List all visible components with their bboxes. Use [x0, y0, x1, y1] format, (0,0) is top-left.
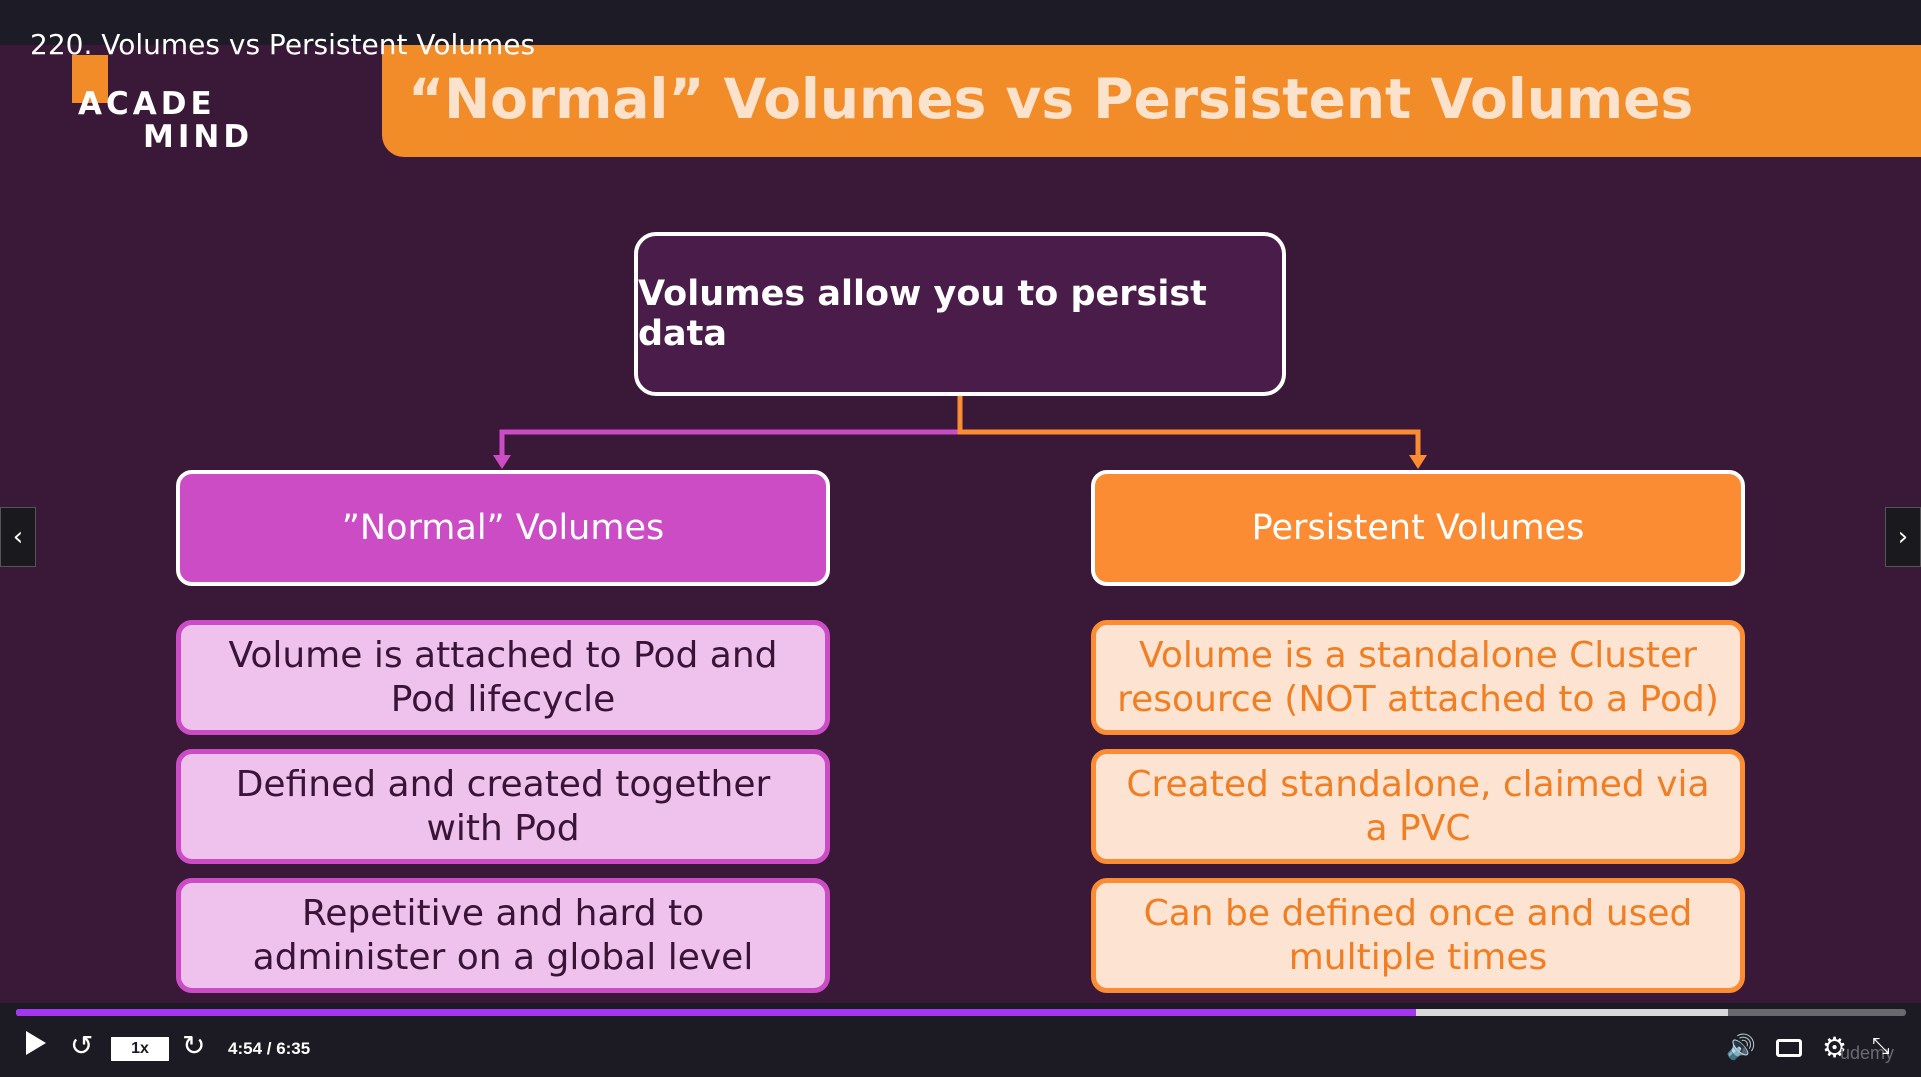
persistent-item-1: Volume is a standalone Cluster resource … — [1091, 620, 1745, 735]
next-lecture-button[interactable]: › — [1885, 507, 1921, 567]
rewind-icon[interactable]: ↺ — [70, 1030, 94, 1061]
persistent-item-3: Can be defined once and used multiple ti… — [1091, 878, 1745, 993]
lecture-title: 220. Volumes vs Persistent Volumes — [30, 28, 536, 61]
volume-icon[interactable]: 🔊 — [1726, 1034, 1756, 1061]
play-icon[interactable] — [26, 1031, 46, 1055]
root-box: Volumes allow you to persist data — [634, 232, 1286, 396]
persistent-item-2: Created standalone, claimed via a PVC — [1091, 749, 1745, 864]
progress-played — [16, 1009, 1417, 1016]
previous-lecture-button[interactable]: ‹ — [0, 507, 36, 567]
slide: ACADE MIND “Normal” Volumes vs Persisten… — [0, 45, 1921, 1010]
logo-text-bottom: MIND — [143, 119, 254, 155]
arrowhead-normal — [493, 455, 511, 469]
normal-volumes-header: ”Normal” Volumes — [176, 470, 830, 586]
connector-to-normal — [499, 396, 963, 455]
chevron-left-icon: ‹ — [12, 522, 24, 552]
chevron-right-icon: › — [1897, 522, 1909, 552]
forward-icon[interactable]: ↻ — [182, 1030, 206, 1061]
logo-mark — [72, 55, 108, 103]
normal-item-1: Volume is attached to Pod and Pod lifecy… — [176, 620, 830, 735]
captions-icon[interactable] — [1776, 1039, 1802, 1057]
player-controls: ↺ 1x ↻ 4:54 / 6:35 🔊 ⚙ udemy ⤡ — [0, 1003, 1921, 1077]
slide-headline: “Normal” Volumes vs Persistent Volumes — [408, 67, 1694, 131]
persistent-volumes-header: Persistent Volumes — [1091, 470, 1745, 586]
progress-bar[interactable] — [16, 1009, 1906, 1016]
playback-speed-button[interactable]: 1x — [111, 1037, 169, 1061]
fullscreen-exit-icon[interactable]: ⤡ — [1872, 1033, 1890, 1058]
time-display: 4:54 / 6:35 — [228, 1039, 311, 1058]
connector-to-persistent — [957, 396, 1421, 455]
arrowhead-persistent — [1409, 455, 1427, 469]
normal-item-3: Repetitive and hard to administer on a g… — [176, 878, 830, 993]
headline-bar — [382, 45, 1921, 157]
watermark: udemy — [1840, 1043, 1895, 1063]
normal-item-2: Defined and created together with Pod — [176, 749, 830, 864]
logo-text-top: ACADE — [78, 86, 216, 122]
settings-icon[interactable]: ⚙ — [1822, 1032, 1848, 1063]
